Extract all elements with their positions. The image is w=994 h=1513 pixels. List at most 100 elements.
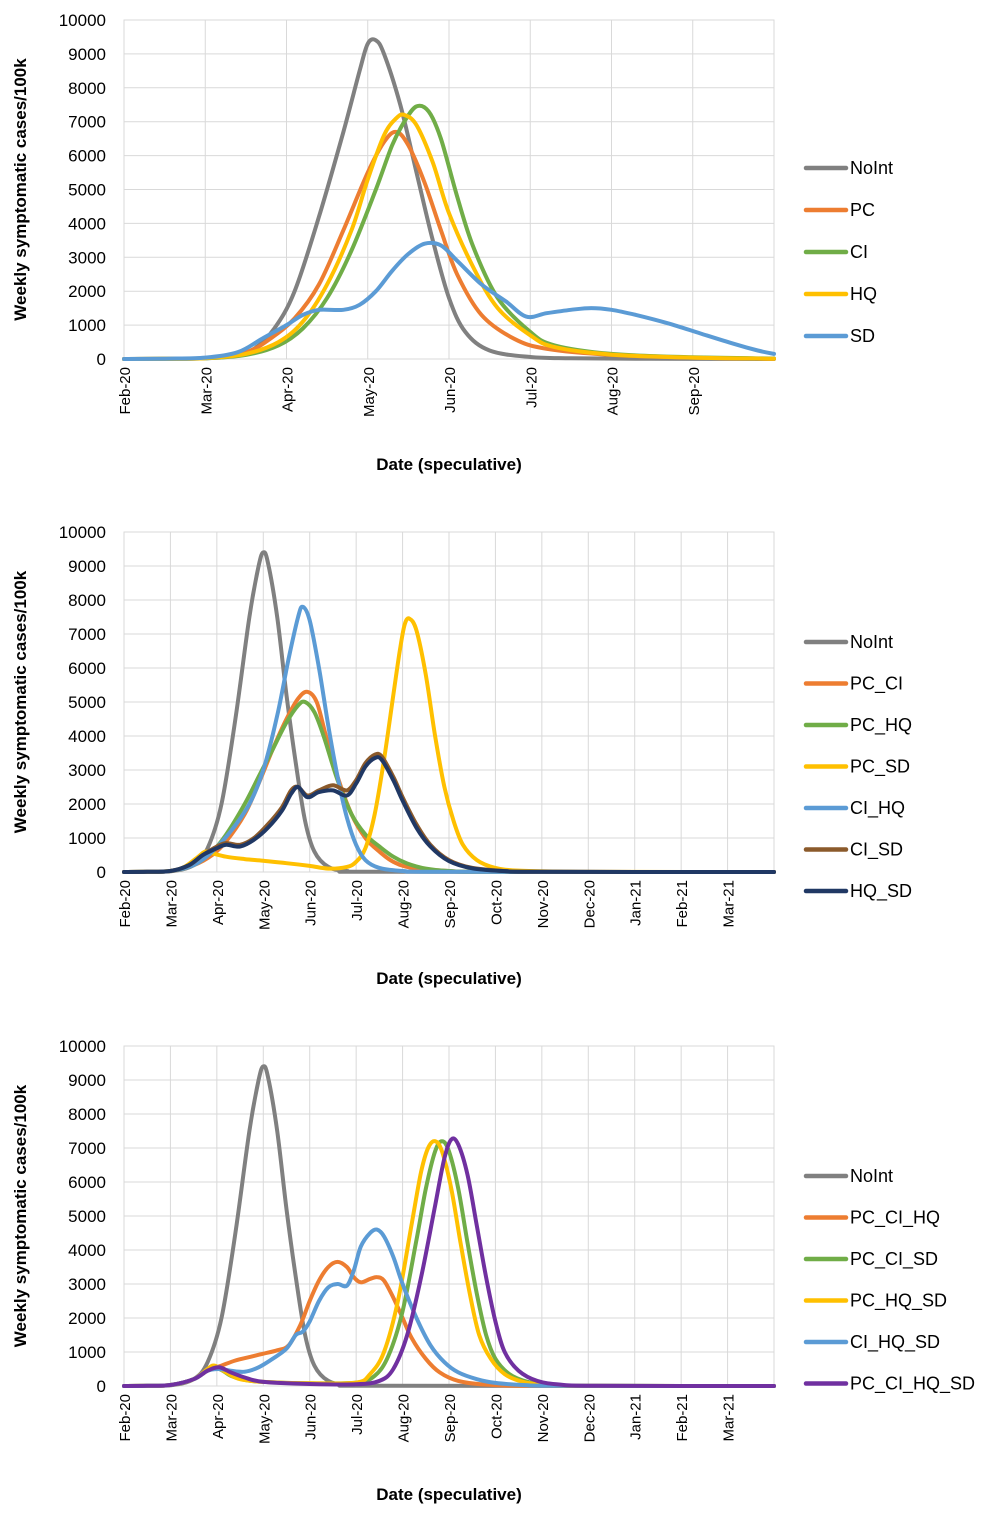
x-axis-label: Date (speculative) xyxy=(376,969,522,988)
gridlines xyxy=(123,531,774,873)
x-tick-label: Apr-20 xyxy=(210,1394,227,1439)
x-tick-label: Mar-20 xyxy=(198,367,215,415)
x-tick-label: Oct-20 xyxy=(488,1394,505,1439)
y-tick-label: 0 xyxy=(97,863,106,882)
y-tick-label: 1000 xyxy=(68,316,106,335)
x-tick-label: Jun-20 xyxy=(303,880,320,926)
legend-label: NoInt xyxy=(850,632,893,652)
x-tick-label: Mar-21 xyxy=(721,880,738,928)
x-axis-label: Date (speculative) xyxy=(376,1485,522,1504)
x-tick-label: Feb-20 xyxy=(117,880,134,928)
x-tick-label: Feb-20 xyxy=(117,1394,134,1442)
y-tick-label: 2000 xyxy=(68,1309,106,1328)
y-tick-label: 5000 xyxy=(68,1207,106,1226)
legend-label: PC_HQ_SD xyxy=(850,1291,947,1312)
y-axis-label: Weekly symptomatic cases/100k xyxy=(11,570,30,833)
legend-label: HQ_SD xyxy=(850,881,912,902)
y-tick-label: 0 xyxy=(97,1377,106,1396)
legend-label: PC_CI xyxy=(850,674,903,695)
x-tick-label: Sep-20 xyxy=(442,1394,459,1442)
series-line-pc-ci-hq xyxy=(122,1259,776,1388)
x-tick-label: Mar-21 xyxy=(721,1394,738,1442)
legend-label: NoInt xyxy=(850,158,893,178)
y-tick-label: 4000 xyxy=(68,727,106,746)
y-tick-label: 6000 xyxy=(68,147,106,166)
y-tick-label: 6000 xyxy=(68,659,106,678)
series-lines xyxy=(122,550,776,874)
legend-label: PC_SD xyxy=(850,757,910,778)
y-tick-label: 4000 xyxy=(68,214,106,233)
y-tick-label: 9000 xyxy=(68,45,106,64)
y-tick-label: 9000 xyxy=(68,1071,106,1090)
legend-label: CI_HQ xyxy=(850,798,905,819)
x-tick-label: Feb-20 xyxy=(117,367,134,415)
x-tick-label: Jan-21 xyxy=(628,1394,645,1440)
series-lines xyxy=(122,1064,776,1388)
y-tick-label: 10000 xyxy=(59,1037,106,1056)
y-tick-label: 8000 xyxy=(68,79,106,98)
series-lines xyxy=(122,37,776,361)
x-tick-label: Jun-20 xyxy=(303,1394,320,1440)
legend-label: CI_HQ_SD xyxy=(850,1332,940,1353)
legend-label: PC xyxy=(850,200,875,220)
y-tick-label: 5000 xyxy=(68,181,106,200)
x-tick-label: Jun-20 xyxy=(442,367,459,413)
y-tick-label: 7000 xyxy=(68,113,106,132)
x-tick-label: Aug-20 xyxy=(396,880,413,928)
legend-label: PC_CI_HQ xyxy=(850,1208,940,1229)
series-line-hq xyxy=(122,112,776,361)
x-tick-label: May-20 xyxy=(256,1394,273,1444)
y-tick-label: 3000 xyxy=(68,761,106,780)
legend-label: CI xyxy=(850,242,868,262)
x-tick-label: Apr-20 xyxy=(210,880,227,925)
x-tick-label: Oct-20 xyxy=(488,880,505,925)
series-line-sd xyxy=(122,240,776,361)
x-tick-label: Jul-20 xyxy=(349,1394,366,1435)
x-tick-label: Sep-20 xyxy=(686,367,703,415)
x-tick-label: Mar-20 xyxy=(163,880,180,928)
y-tick-label: 2000 xyxy=(68,795,106,814)
y-tick-label: 9000 xyxy=(68,557,106,576)
y-tick-label: 1000 xyxy=(68,1343,106,1362)
y-tick-label: 3000 xyxy=(68,1275,106,1294)
legend-label: NoInt xyxy=(850,1166,893,1186)
x-tick-label: Jan-21 xyxy=(628,880,645,926)
legend-label: PC_CI_HQ_SD xyxy=(850,1374,975,1395)
x-tick-label: Feb-21 xyxy=(674,1394,691,1442)
legend: NoInt PC CI HQ SD xyxy=(803,158,893,346)
y-tick-label: 1000 xyxy=(68,829,106,848)
x-axis-label: Date (speculative) xyxy=(376,455,522,474)
series-line-pc-ci-hq-sd xyxy=(122,1136,776,1388)
y-tick-label: 5000 xyxy=(68,693,106,712)
y-axis-label: Weekly symptomatic cases/100k xyxy=(11,58,30,321)
y-tick-label: 2000 xyxy=(68,282,106,301)
x-tick-label: Nov-20 xyxy=(535,880,552,928)
legend-label: HQ xyxy=(850,284,877,304)
x-tick-label: Sep-20 xyxy=(442,880,459,928)
x-tick-label: Apr-20 xyxy=(280,367,297,412)
legend-label: CI_SD xyxy=(850,840,903,861)
legend: NoInt PC_CI_HQ PC_CI_SD PC_HQ_SD CI_HQ_SD PC_… xyxy=(803,1166,975,1395)
x-tick-label: Jul-20 xyxy=(349,880,366,921)
y-tick-label: 7000 xyxy=(68,625,106,644)
y-tick-label: 6000 xyxy=(68,1173,106,1192)
legend-label: PC_HQ xyxy=(850,715,912,736)
x-tick-label: Feb-21 xyxy=(674,880,691,928)
x-tick-label: May-20 xyxy=(361,367,378,417)
y-axis-label: Weekly symptomatic cases/100k xyxy=(11,1084,30,1347)
y-tick-label: 10000 xyxy=(59,523,106,542)
legend: NoInt PC_CI PC_HQ PC_SD CI_HQ CI_SD HQ_SD xyxy=(803,632,912,902)
y-tick-label: 8000 xyxy=(68,1105,106,1124)
x-tick-label: Nov-20 xyxy=(535,1394,552,1442)
gridlines xyxy=(123,19,774,360)
x-tick-label: Aug-20 xyxy=(396,1394,413,1442)
series-line-pc-hq-sd xyxy=(122,1139,776,1388)
chart-panel-3: 0 1000 2000 3000 4000 5000 6000 7000 8000 9000 100… xyxy=(11,1037,975,1504)
y-tick-label: 0 xyxy=(97,350,106,369)
y-tick-label: 10000 xyxy=(59,11,106,30)
x-tick-label: Dec-20 xyxy=(581,1394,598,1442)
legend-label: SD xyxy=(850,326,875,346)
gridlines xyxy=(123,1045,774,1387)
y-tick-label: 7000 xyxy=(68,1139,106,1158)
